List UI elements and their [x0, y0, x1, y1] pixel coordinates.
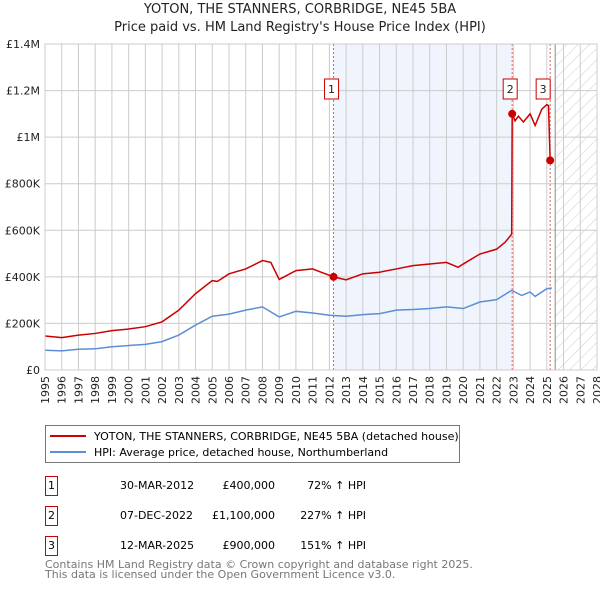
- x-tick-label: 2021: [474, 376, 487, 404]
- sale-point: [329, 272, 338, 281]
- x-tick-label: 1996: [56, 376, 69, 404]
- x-tick-label: 2027: [574, 376, 587, 404]
- sale-price: £400,000: [222, 479, 276, 492]
- y-tick-label: £600K: [5, 224, 41, 237]
- sale-point: [508, 109, 517, 118]
- x-tick-label: 2025: [541, 376, 554, 404]
- footer-line: Contains HM Land Registry data © Crown c…: [45, 558, 473, 571]
- sale-row: 1 30-MAR-2012 £400,000 72% ↑ HPI: [45, 476, 545, 496]
- legend: YOTON, THE STANNERS, CORBRIDGE, NE45 5BA…: [45, 425, 460, 463]
- x-tick-label: 1997: [72, 376, 85, 404]
- property-price-line: [44, 103, 553, 339]
- x-tick-label: 2001: [139, 376, 152, 404]
- x-tick-label: 2028: [591, 376, 600, 404]
- y-tick-label: £800K: [5, 178, 41, 191]
- sale-marker-label: 1: [328, 83, 335, 96]
- sale-marker-box: [502, 78, 518, 100]
- legend-label-hpi: HPI: Average price, detached house, Nort…: [94, 445, 389, 459]
- sale-hpi: 72% ↑ HPI: [307, 479, 366, 492]
- sale-marker-label: 3: [540, 83, 547, 96]
- sale-row: 3 12-MAR-2025 £900,000 151% ↑ HPI: [45, 536, 545, 556]
- x-tick-label: 2023: [507, 376, 520, 404]
- footer-line: This data is licensed under the Open Gov…: [45, 568, 396, 581]
- x-tick-label: 2015: [374, 376, 387, 404]
- x-tick-label: 2007: [240, 376, 253, 404]
- sale-hpi: 227% ↑ HPI: [300, 509, 366, 522]
- x-tick-label: 1999: [106, 376, 119, 404]
- sale-marker-label: 1: [45, 476, 58, 496]
- y-tick-label: £200K: [5, 317, 41, 330]
- x-tick-label: 2000: [123, 376, 136, 404]
- plot-area: 1995 1996 1997 1998 1999 2000 2001 2002 2003 2004…: [5, 38, 600, 404]
- x-tick-label: 1995: [39, 376, 52, 404]
- x-tick-label: 2008: [256, 376, 269, 404]
- sale-point: [546, 156, 555, 165]
- y-tick-label: £1M: [17, 131, 41, 144]
- x-tick-label: 2020: [457, 376, 470, 404]
- plot-border: [44, 43, 598, 371]
- hpi-line: [44, 287, 552, 352]
- sale-marker-label: 2: [45, 506, 58, 526]
- sale-price: £1,100,000: [212, 509, 275, 522]
- x-tick-label: 2024: [524, 376, 537, 404]
- x-tick-label: 2026: [558, 376, 571, 404]
- sale-period-shade: [333, 44, 513, 370]
- x-tick-label: 2006: [223, 376, 236, 404]
- forecast-hatch: [555, 44, 597, 370]
- footer: Contains HM Land Registry data © Crown c…: [45, 558, 473, 581]
- x-tick-label: 2010: [290, 376, 303, 404]
- x-tick-label: 2004: [190, 376, 203, 404]
- sale-marker-label: 3: [45, 536, 58, 556]
- y-tick-label: £1.2M: [6, 85, 40, 98]
- x-tick-label: 2002: [156, 376, 169, 404]
- y-tick-label: £0: [26, 364, 40, 377]
- x-tick-label: 2003: [173, 376, 186, 404]
- sale-marker-box: [324, 78, 340, 100]
- x-tick-label: 2016: [390, 376, 403, 404]
- x-tick-label: 2013: [340, 376, 353, 404]
- y-tick-label: £400K: [5, 271, 41, 284]
- x-tick-label: 2017: [407, 376, 420, 404]
- sale-hpi: 151% ↑ HPI: [300, 539, 366, 552]
- sale-marker-label: 2: [507, 83, 514, 96]
- x-tick-label: 2012: [323, 376, 336, 404]
- legend-label-property: YOTON, THE STANNERS, CORBRIDGE, NE45 5BA…: [94, 429, 459, 443]
- sale-marker-box: [535, 78, 551, 100]
- x-tick-label: 2014: [357, 376, 370, 404]
- y-tick-label: £1.4M: [6, 38, 40, 51]
- sale-date: 12-MAR-2025: [120, 539, 195, 552]
- x-tick-label: 2011: [307, 376, 320, 404]
- x-tick-label: 2019: [440, 376, 453, 404]
- sale-date: 30-MAR-2012: [120, 479, 195, 492]
- sale-date: 07-DEC-2022: [120, 509, 194, 522]
- sale-row: 2 07-DEC-2022 £1,100,000 227% ↑ HPI: [45, 506, 545, 526]
- x-tick-label: 2018: [424, 376, 437, 404]
- sale-price: £900,000: [222, 539, 276, 552]
- x-tick-label: 2005: [206, 376, 219, 404]
- x-tick-label: 2022: [491, 376, 504, 404]
- legend-swatch-hpi: [50, 451, 86, 453]
- chart-subtitle: Price paid vs. HM Land Registry's House …: [114, 20, 486, 35]
- chart-title: YOTON, THE STANNERS, CORBRIDGE, NE45 5BA: [143, 2, 457, 17]
- legend-swatch-property: [50, 435, 86, 437]
- x-tick-label: 1998: [89, 376, 102, 404]
- x-tick-label: 2009: [273, 376, 286, 404]
